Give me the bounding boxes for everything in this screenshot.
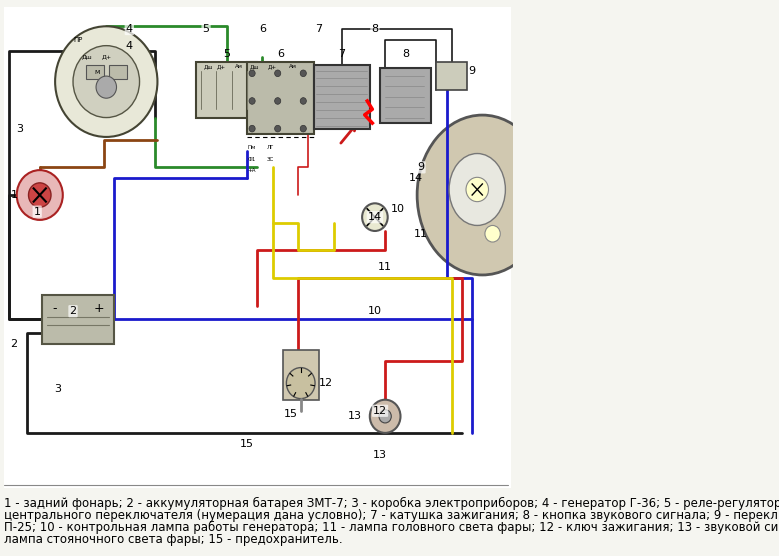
FancyBboxPatch shape [196,62,257,117]
Text: 12: 12 [319,378,333,388]
Text: П-25; 10 - контрольная лампа работы генератора; 11 - лампа головного света фары;: П-25; 10 - контрольная лампа работы гене… [4,521,779,534]
Text: 13: 13 [347,411,361,421]
FancyBboxPatch shape [42,295,114,344]
Text: 15: 15 [240,439,254,449]
Text: 9: 9 [418,162,425,172]
Circle shape [249,98,256,105]
FancyBboxPatch shape [313,65,370,128]
Circle shape [300,70,306,77]
Text: 10: 10 [391,204,405,214]
FancyBboxPatch shape [380,68,432,123]
Text: 8: 8 [372,24,379,34]
Text: 6: 6 [277,49,284,59]
Circle shape [249,70,256,77]
Text: 9: 9 [469,66,476,76]
FancyBboxPatch shape [247,62,313,134]
Text: ЗС: ЗС [266,157,273,162]
Text: ПР: ПР [73,37,83,43]
Text: Д+: Д+ [101,54,111,59]
Circle shape [379,410,391,423]
FancyBboxPatch shape [4,7,510,488]
Text: 4: 4 [125,41,133,51]
Text: 6: 6 [259,24,266,34]
Text: 1 - задний фонарь; 2 - аккумуляторная батарея ЗМТ-7; 3 - коробка электроприборов: 1 - задний фонарь; 2 - аккумуляторная ба… [4,497,779,510]
Ellipse shape [449,153,506,225]
Text: 3: 3 [16,123,23,133]
Circle shape [16,170,63,220]
Text: Пм: Пм [248,146,256,151]
Circle shape [370,400,400,433]
FancyBboxPatch shape [109,65,127,79]
Circle shape [300,98,306,105]
Text: -: - [53,302,58,315]
Text: 2: 2 [11,339,18,349]
Text: +А: +А [248,167,256,172]
Text: Д+: Д+ [217,64,226,69]
FancyBboxPatch shape [283,350,319,400]
Text: Ф1: Ф1 [248,157,256,162]
Text: 1: 1 [11,190,18,200]
Circle shape [96,76,117,98]
Text: 11: 11 [414,229,428,239]
Circle shape [275,98,280,105]
Text: ЛГ: ЛГ [266,146,273,151]
Text: Дш: Дш [82,54,92,59]
Circle shape [275,70,280,77]
Text: лампа стояночного света фары; 15 - предохранитель.: лампа стояночного света фары; 15 - предо… [4,533,343,546]
FancyBboxPatch shape [86,65,104,79]
Text: 11: 11 [378,262,392,272]
Text: 14: 14 [368,212,382,222]
Text: 7: 7 [338,49,345,59]
Text: М: М [94,70,100,75]
Circle shape [287,368,315,399]
Text: 15: 15 [284,409,298,419]
Text: 5: 5 [203,24,210,34]
Circle shape [55,26,157,137]
Text: 2: 2 [69,306,76,316]
FancyBboxPatch shape [436,62,467,90]
Text: +: + [93,302,104,315]
Text: Дш: Дш [203,64,213,69]
Text: 5: 5 [223,49,230,59]
Text: Дш: Дш [249,64,259,69]
Circle shape [485,225,500,242]
Text: центрального переключателя (нумерация дана условно); 7 - катушка зажигания; 8 - : центрального переключателя (нумерация да… [4,509,779,522]
Text: Д+: Д+ [268,64,277,69]
Circle shape [249,125,256,132]
Text: 3: 3 [55,384,62,394]
Circle shape [73,46,139,117]
Text: 13: 13 [373,450,387,460]
Text: Ам: Ам [289,64,297,69]
Text: 12: 12 [373,406,387,416]
Circle shape [29,183,51,207]
Text: 7: 7 [315,24,323,34]
Circle shape [362,203,388,231]
Circle shape [275,125,280,132]
Circle shape [300,125,306,132]
Text: 1: 1 [33,207,41,217]
Text: 4: 4 [125,24,133,34]
Text: Ам: Ам [235,64,243,69]
Text: 10: 10 [368,306,382,316]
Ellipse shape [417,115,548,275]
Text: 8: 8 [402,49,409,59]
Circle shape [466,177,488,202]
Text: 14: 14 [409,173,423,183]
